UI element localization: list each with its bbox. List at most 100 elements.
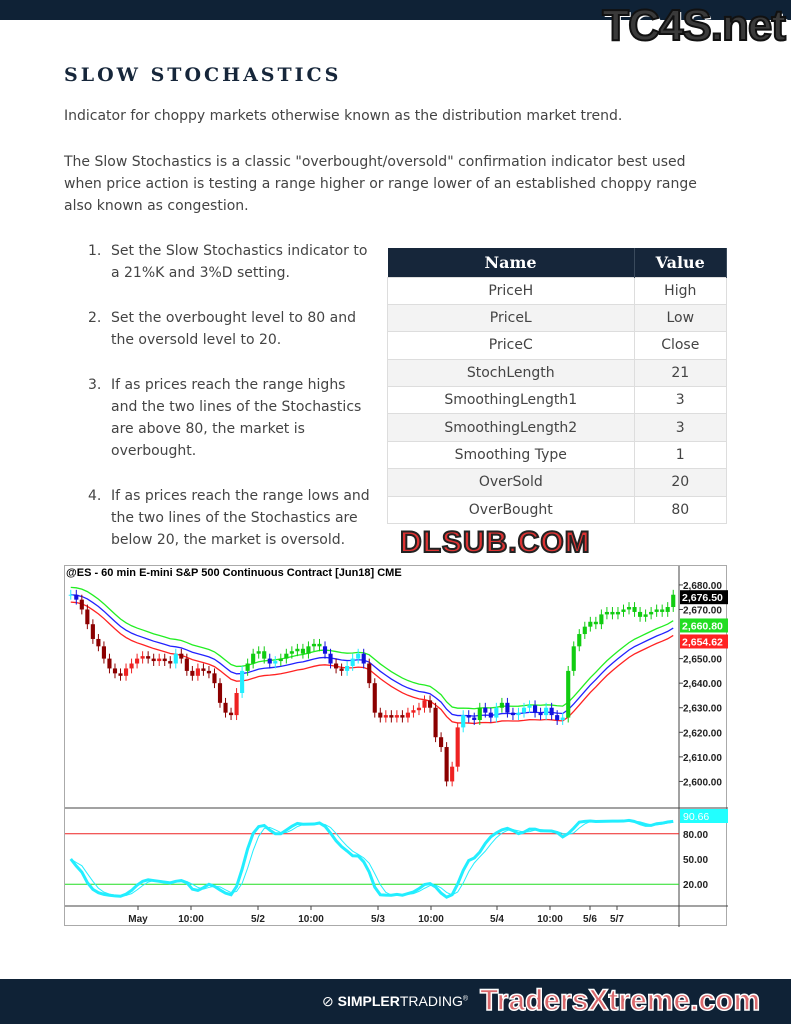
- brand-reg: ®: [462, 995, 469, 1003]
- candle-body: [643, 614, 648, 617]
- cell-value: 80: [633, 495, 728, 525]
- price-label: 2,654.62: [682, 636, 723, 648]
- candle-body: [206, 670, 212, 674]
- candle-body: [212, 673, 217, 684]
- step-item: 4. If as prices reach the range lows and …: [88, 485, 373, 551]
- candle-body: [532, 705, 538, 713]
- candle-body: [129, 663, 134, 669]
- cell-name: PriceL: [387, 303, 635, 333]
- watermark-logo-bottom: TradersXtreme.com: [479, 983, 761, 1018]
- cell-value: Low: [633, 303, 728, 333]
- table-row: PriceL Low: [387, 303, 728, 333]
- candle-body: [427, 700, 433, 708]
- stoch-label: 90.66: [683, 811, 709, 823]
- candle-body: [184, 658, 189, 671]
- candle-body: [85, 609, 90, 625]
- table-row: StochLength 21: [387, 358, 728, 388]
- cell-name: Smoothing Type: [387, 440, 635, 470]
- step-number: 2.: [88, 310, 102, 326]
- candle-body: [604, 611, 609, 615]
- price-tick-label: 2,680.00: [683, 581, 722, 592]
- candle-body: [345, 665, 350, 671]
- candle-body: [311, 643, 317, 647]
- candle-body: [400, 715, 405, 718]
- candle-body: [461, 715, 466, 728]
- price-label-box: [680, 634, 728, 649]
- price-chart: 2,680.00 2,670.00 2,650.00 2,640.00 2,630.00…: [64, 565, 728, 927]
- candle-body: [300, 648, 305, 654]
- price-tick-label: 2,670.00: [683, 605, 722, 616]
- candle-body: [146, 656, 151, 659]
- candle-body: [135, 658, 140, 664]
- cell-name: PriceH: [387, 276, 635, 305]
- candle-body: [168, 661, 173, 664]
- candle-body: [654, 609, 659, 612]
- candle-body: [544, 707, 549, 716]
- table-row: PriceC Close: [387, 331, 728, 360]
- price-tick-label: 2,620.00: [683, 728, 722, 739]
- step-number: 3.: [88, 377, 102, 393]
- candle-body: [118, 673, 123, 676]
- column-header-value: Value: [634, 248, 728, 277]
- candle-body: [123, 668, 129, 676]
- price-tick-label: 2,630.00: [683, 704, 722, 715]
- candle-body: [477, 707, 482, 721]
- top-bar: [0, 0, 791, 20]
- cell-name: SmoothingLength1: [387, 386, 635, 415]
- chart-logo-icon: ⊘: [322, 993, 338, 1009]
- candle-body: [68, 594, 73, 596]
- candle-body: [450, 766, 455, 782]
- step-text: Set the overbought level to 80 and the o…: [111, 310, 356, 348]
- candle-body: [179, 653, 184, 659]
- watermark-logo-top: TC4S.net: [601, 1, 787, 50]
- candle-body: [577, 634, 582, 647]
- candle-body: [356, 653, 361, 659]
- time-tick-label: 10:00: [537, 914, 563, 925]
- time-tick-label: 5/7: [610, 914, 624, 925]
- candle-body: [240, 670, 245, 693]
- candle-body: [466, 715, 471, 718]
- candle-body: [555, 715, 560, 721]
- candle-body: [289, 651, 294, 654]
- time-tick-label: 5/2: [251, 914, 265, 925]
- candle-body: [234, 693, 239, 716]
- candle-body: [439, 737, 444, 748]
- step-text: Set the Slow Stochastics indicator to a …: [111, 243, 368, 281]
- table-row: SmoothingLength1 3: [387, 386, 728, 415]
- candle-body: [217, 683, 223, 703]
- candle-body: [416, 707, 422, 711]
- candle-body: [151, 658, 156, 662]
- candle-body: [472, 717, 477, 721]
- candle-body: [79, 599, 84, 610]
- candle-body: [372, 683, 377, 713]
- candle-body: [157, 658, 162, 662]
- candle-body: [444, 747, 449, 782]
- table-row: PriceH High: [387, 276, 728, 305]
- cell-name: PriceC: [387, 331, 635, 360]
- time-tick-label: 10:00: [418, 914, 444, 925]
- candle-body: [140, 656, 145, 659]
- candle-body: [90, 624, 95, 639]
- candle-body: [256, 651, 261, 654]
- settings-table: Name Value PriceH High PriceL Low PriceC Close…: [387, 248, 728, 525]
- candle-body: [339, 668, 344, 671]
- price-tick-label: 2,640.00: [683, 679, 722, 690]
- time-tick-label: 10:00: [178, 914, 204, 925]
- candle-body: [638, 611, 643, 617]
- candle-body: [322, 646, 328, 654]
- description-text: The Slow Stochastics is a classic "overb…: [64, 154, 697, 214]
- cell-value: 3: [633, 413, 728, 442]
- cell-value: 20: [633, 468, 728, 497]
- candle-body: [173, 653, 178, 664]
- candle-body: [516, 712, 521, 716]
- step-number: 1.: [88, 243, 102, 259]
- stoch-label-box: [680, 809, 728, 823]
- candle-body: [383, 715, 388, 718]
- table-row: SmoothingLength2 3: [387, 413, 728, 442]
- candle-body: [190, 670, 195, 676]
- candle-body: [96, 638, 101, 647]
- candle-body: [588, 621, 593, 627]
- candle-body: [228, 712, 234, 716]
- candle-body: [245, 663, 250, 671]
- cell-value: 1: [633, 440, 728, 470]
